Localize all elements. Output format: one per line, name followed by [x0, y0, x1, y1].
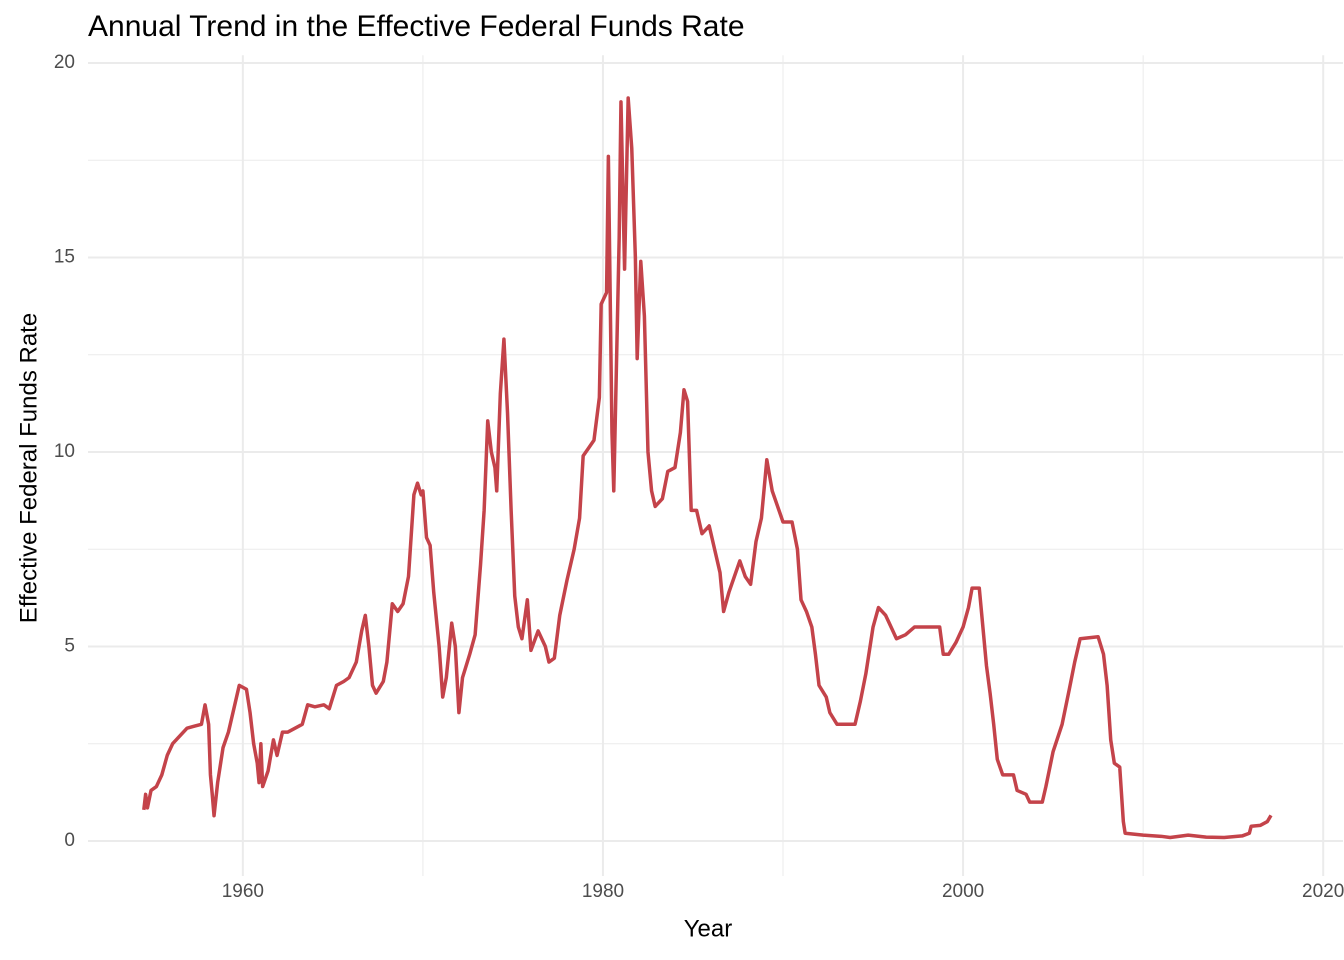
x-tick-label: 1980 — [582, 881, 624, 902]
x-tick-label: 2020 — [1302, 881, 1344, 902]
chart-title: Annual Trend in the Effective Federal Fu… — [88, 10, 745, 43]
x-tick-label: 2000 — [942, 881, 984, 902]
y-tick-label: 10 — [54, 441, 75, 462]
y-tick-label: 5 — [64, 636, 75, 657]
y-tick-label: 0 — [64, 830, 75, 851]
data-line — [142, 96, 1273, 840]
y-tick-label: 15 — [54, 246, 75, 267]
y-axis-title: Effective Federal Funds Rate — [15, 313, 42, 623]
x-axis-title: Year — [684, 915, 733, 942]
y-tick-label: 20 — [54, 52, 75, 73]
x-tick-label: 1960 — [222, 881, 264, 902]
